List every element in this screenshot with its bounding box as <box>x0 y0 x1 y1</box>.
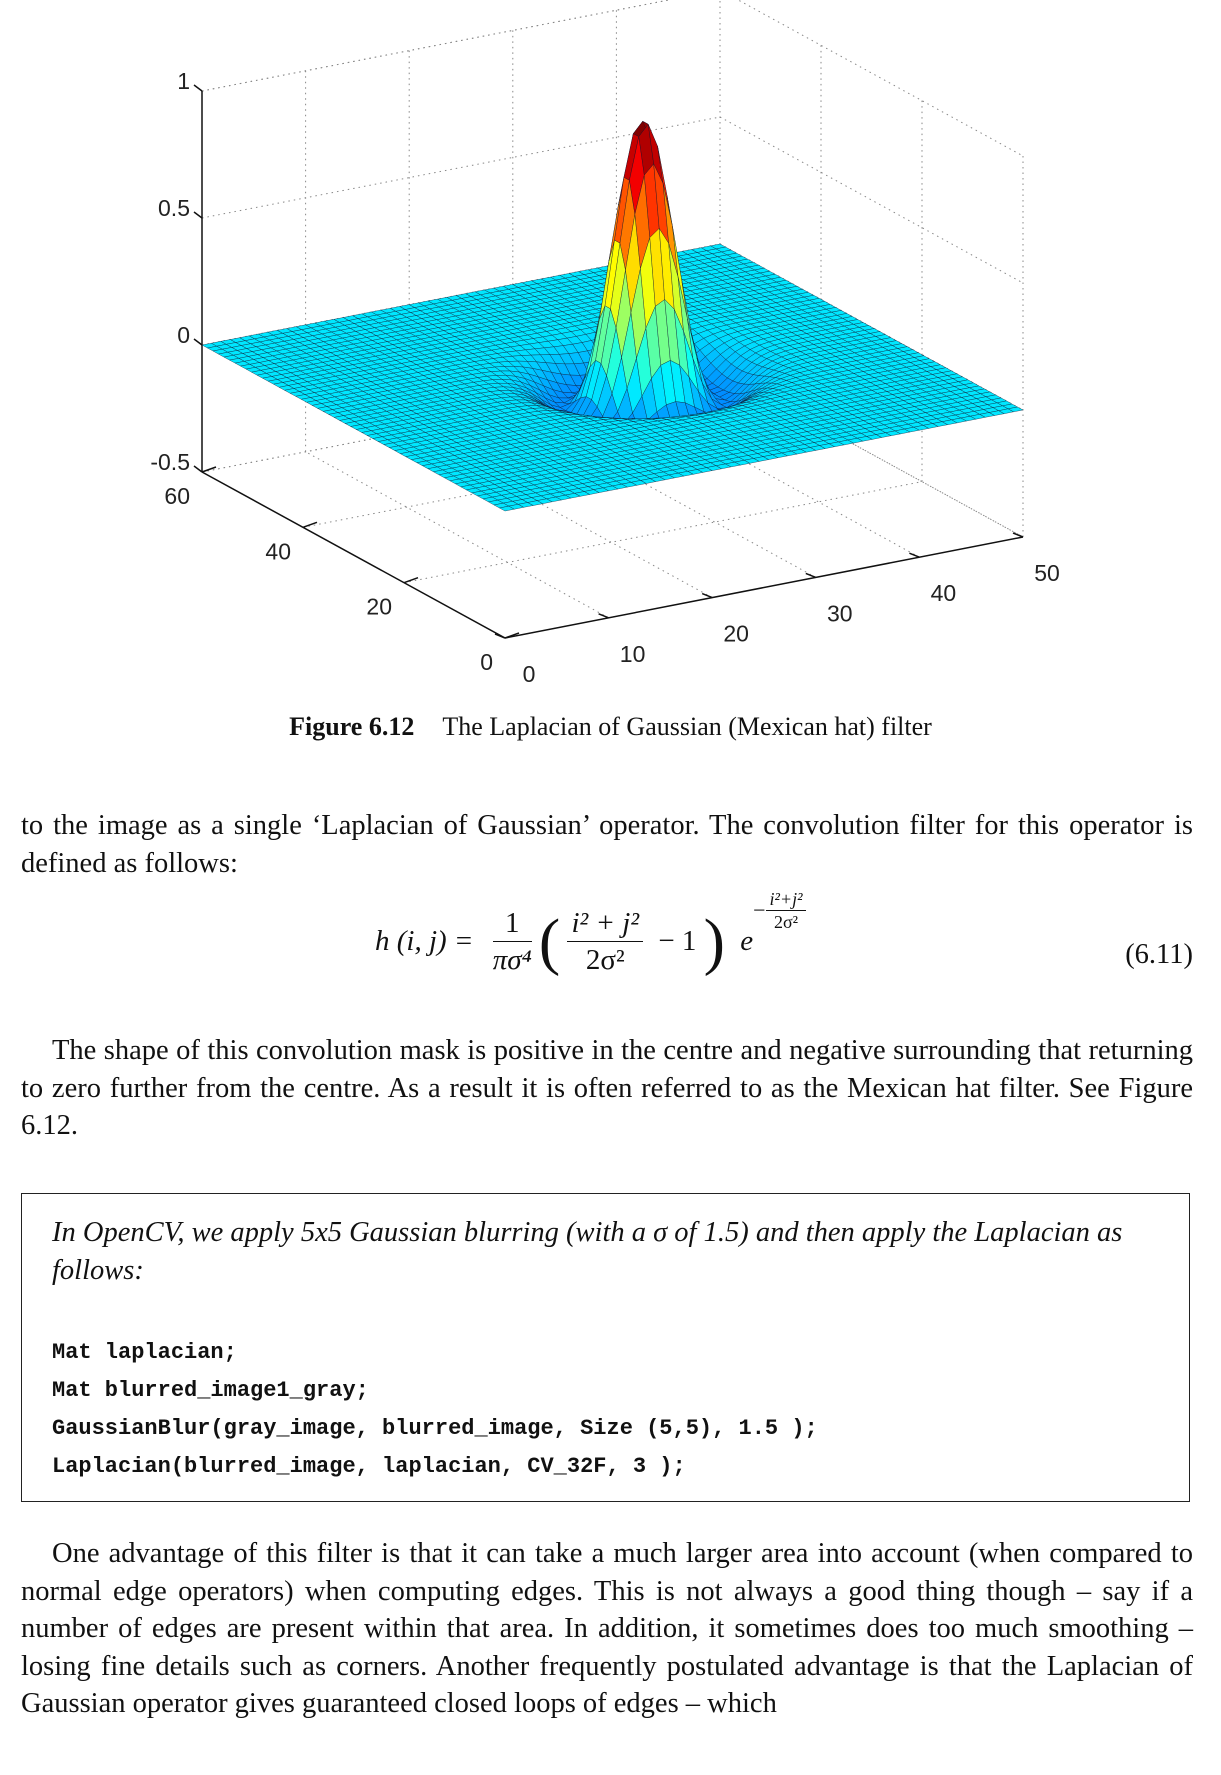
x-tick-label: 20 <box>723 621 749 647</box>
figure-caption: Figure 6.12 The Laplacian of Gaussian (Me… <box>0 712 1221 742</box>
code-line: GaussianBlur(gray_image, blurred_image, … <box>52 1416 818 1441</box>
x-axis-line <box>504 536 1024 639</box>
grid-line <box>719 116 1024 284</box>
figure-label: Figure 6.12 <box>289 712 415 741</box>
tick-mark <box>403 576 419 584</box>
y-tick-label: 40 <box>265 538 291 564</box>
equation-exponent: − i²+j² 2σ² <box>753 888 807 933</box>
plot-surface <box>201 120 1024 512</box>
tick-mark <box>193 338 203 346</box>
equation-right-paren: ) <box>703 905 725 977</box>
equation-lhs: h (i, j) = <box>375 925 474 957</box>
tick-mark <box>193 84 203 92</box>
equation-left-paren: ( <box>538 905 561 977</box>
tick-mark <box>805 572 817 579</box>
tick-mark <box>494 633 506 639</box>
equation-fraction-2-denominator: 2σ² <box>585 944 625 976</box>
equation-fraction-2-numerator: i² + j² <box>567 905 644 942</box>
equation-fraction-1: 1 πσ⁴ <box>492 905 532 978</box>
tick-mark <box>1012 532 1024 538</box>
y-tick-label: 20 <box>366 594 392 620</box>
equation-exponent-fraction: i²+j² 2σ² <box>765 888 807 933</box>
y-tick-label: 60 <box>164 483 190 509</box>
tick-mark <box>201 466 217 473</box>
mexican-hat-surface-plot: 0 10 20 30 40 50 0 20 40 60 1 0.5 0 -0.5 <box>150 0 1060 687</box>
plot-axes <box>193 84 1024 639</box>
paragraph-3: One advantage of this filter is that it … <box>21 1538 1193 1719</box>
x-tick-label: 0 <box>523 661 536 687</box>
equation-exponent-numerator: i²+j² <box>765 888 807 911</box>
z-tick-label: 0.5 <box>158 195 190 221</box>
equation-body: h (i, j) = 1 πσ⁴ ( i² + j² 2σ² − 1 ) e− i… <box>375 889 807 978</box>
plot-tick-labels: 0 10 20 30 40 50 0 20 40 60 1 0.5 0 -0.5 <box>150 68 1059 687</box>
equation-6-11: h (i, j) = 1 πσ⁴ ( i² + j² 2σ² − 1 ) e− i… <box>0 889 1221 1015</box>
tick-mark <box>193 465 203 473</box>
equation-number: (6.11) <box>1125 939 1193 970</box>
z-tick-label: 0 <box>177 322 190 348</box>
paragraph-1: to the image as a single ‘Laplacian of G… <box>21 810 1193 879</box>
tick-mark <box>193 211 203 219</box>
z-tick-label: -0.5 <box>150 449 190 475</box>
paragraph-2: The shape of this convolution mask is po… <box>21 1035 1193 1141</box>
tick-mark <box>302 521 318 529</box>
equation-e: e <box>740 925 754 957</box>
grid-line <box>201 0 672 92</box>
equation-fraction-2: i² + j² 2σ² <box>567 905 644 978</box>
y-tick-label: 0 <box>480 649 493 675</box>
equation-fraction-1-denominator: πσ⁴ <box>492 944 532 976</box>
code-line: Mat blurred_image1_gray; <box>52 1378 369 1403</box>
grid-line <box>737 0 1024 157</box>
code-line: Mat laplacian; <box>52 1340 237 1365</box>
code-box-description: In OpenCV, we apply 5x5 Gaussian blurrin… <box>52 1217 1123 1286</box>
y-axis-line <box>201 471 506 639</box>
grid-line <box>201 0 672 92</box>
equation-minus-one: − 1 <box>658 925 697 957</box>
equation-fraction-1-numerator: 1 <box>492 905 532 942</box>
equation-exponent-sign: − <box>753 897 766 923</box>
x-tick-label: 50 <box>1034 560 1060 586</box>
x-tick-label: 10 <box>620 641 646 667</box>
equation-exponent-denominator: 2σ² <box>773 911 799 932</box>
tick-mark <box>909 552 920 558</box>
code-listing: Mat laplacian; Mat blurred_image1_gray; … <box>52 1334 818 1486</box>
figure-caption-text: The Laplacian of Gaussian (Mexican hat) … <box>442 712 932 741</box>
tick-mark <box>504 632 520 639</box>
x-tick-label: 30 <box>827 600 853 626</box>
code-line: Laplacian(blurred_image, laplacian, CV_3… <box>52 1454 686 1479</box>
x-tick-label: 40 <box>931 580 957 606</box>
tick-mark <box>701 592 713 599</box>
z-tick-label: 1 <box>177 68 190 94</box>
surface-patch <box>1007 406 1024 413</box>
tick-mark <box>598 613 609 619</box>
opencv-code-box: In OpenCV, we apply 5x5 Gaussian blurrin… <box>21 1193 1190 1502</box>
